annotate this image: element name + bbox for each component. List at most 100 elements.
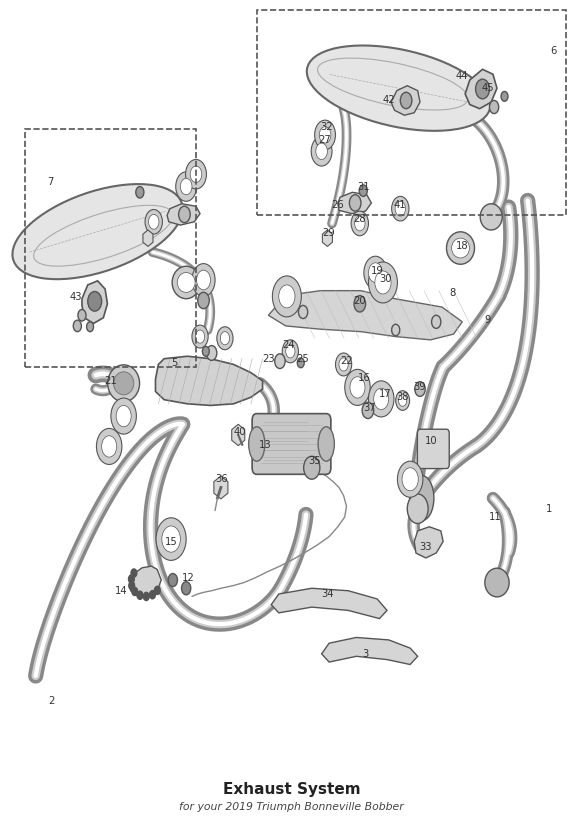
Circle shape (359, 185, 367, 196)
Ellipse shape (12, 184, 182, 279)
Circle shape (311, 137, 332, 166)
Ellipse shape (410, 475, 434, 521)
Circle shape (354, 296, 366, 312)
Circle shape (116, 405, 131, 427)
Circle shape (399, 395, 407, 406)
Polygon shape (231, 424, 245, 446)
Circle shape (131, 569, 137, 577)
Text: 30: 30 (379, 274, 392, 284)
Circle shape (192, 325, 208, 348)
Text: Exhaust System: Exhaust System (223, 782, 360, 797)
Circle shape (132, 588, 138, 596)
Circle shape (195, 330, 205, 343)
Circle shape (175, 171, 196, 201)
Polygon shape (82, 281, 107, 324)
Text: 45: 45 (482, 83, 494, 93)
Text: 5: 5 (171, 358, 178, 368)
Polygon shape (414, 527, 443, 558)
Text: 2: 2 (48, 695, 54, 705)
Circle shape (345, 369, 370, 405)
Circle shape (181, 582, 191, 595)
Polygon shape (391, 86, 420, 115)
Circle shape (190, 166, 202, 182)
Circle shape (73, 321, 82, 331)
Text: 10: 10 (425, 436, 438, 446)
Circle shape (111, 398, 136, 434)
Ellipse shape (447, 232, 475, 265)
Circle shape (350, 377, 365, 398)
Circle shape (162, 526, 180, 552)
Circle shape (297, 358, 304, 368)
Circle shape (368, 262, 398, 303)
Polygon shape (268, 291, 462, 339)
Text: 9: 9 (484, 315, 490, 325)
Polygon shape (465, 69, 497, 109)
Circle shape (398, 461, 423, 497)
Text: 43: 43 (70, 293, 82, 302)
Text: 38: 38 (396, 392, 409, 402)
Circle shape (315, 120, 335, 150)
Ellipse shape (249, 427, 265, 461)
Circle shape (149, 214, 159, 229)
Circle shape (349, 194, 361, 211)
Circle shape (136, 186, 144, 198)
Text: 22: 22 (340, 356, 353, 366)
Text: 20: 20 (353, 297, 366, 307)
Circle shape (217, 327, 233, 349)
Ellipse shape (485, 569, 509, 597)
Circle shape (374, 388, 389, 410)
Text: for your 2019 Triumph Bonneville Bobber: for your 2019 Triumph Bonneville Bobber (179, 802, 404, 812)
Text: 37: 37 (363, 403, 376, 413)
Text: 34: 34 (321, 589, 333, 599)
Circle shape (298, 306, 308, 319)
Circle shape (185, 160, 206, 189)
Circle shape (368, 381, 394, 417)
Circle shape (335, 353, 352, 376)
Text: 6: 6 (550, 46, 556, 56)
Text: 7: 7 (47, 177, 53, 187)
Ellipse shape (108, 365, 139, 402)
Circle shape (368, 263, 382, 283)
Text: 16: 16 (357, 372, 370, 382)
Circle shape (145, 209, 163, 234)
Circle shape (88, 292, 101, 311)
FancyBboxPatch shape (252, 414, 331, 475)
Polygon shape (259, 416, 312, 466)
Circle shape (362, 402, 374, 419)
Circle shape (272, 276, 301, 317)
Circle shape (375, 271, 391, 294)
Polygon shape (131, 566, 161, 597)
Ellipse shape (172, 266, 200, 298)
FancyBboxPatch shape (417, 429, 449, 469)
Circle shape (339, 358, 348, 371)
Polygon shape (167, 204, 200, 225)
Circle shape (150, 591, 156, 599)
Circle shape (304, 456, 320, 480)
Text: 26: 26 (331, 200, 344, 210)
Text: 25: 25 (297, 353, 310, 363)
Circle shape (202, 346, 209, 356)
Text: 31: 31 (357, 181, 370, 191)
Circle shape (316, 143, 328, 160)
Circle shape (401, 92, 412, 109)
Circle shape (206, 345, 217, 360)
Ellipse shape (307, 45, 490, 131)
Circle shape (364, 256, 387, 289)
Circle shape (351, 211, 368, 236)
Circle shape (319, 127, 331, 143)
Circle shape (282, 339, 298, 363)
Ellipse shape (452, 238, 469, 258)
Ellipse shape (318, 427, 334, 461)
Circle shape (354, 216, 365, 231)
Circle shape (137, 591, 143, 599)
Circle shape (198, 293, 209, 309)
Circle shape (402, 468, 418, 491)
Circle shape (129, 582, 135, 590)
Text: 41: 41 (394, 200, 406, 210)
Text: 18: 18 (456, 241, 469, 251)
Text: 15: 15 (165, 536, 177, 546)
Polygon shape (156, 356, 262, 405)
Circle shape (180, 178, 192, 194)
Text: 13: 13 (259, 440, 272, 450)
Circle shape (192, 264, 215, 297)
